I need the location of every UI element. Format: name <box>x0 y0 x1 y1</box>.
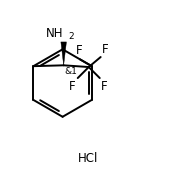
Text: &1: &1 <box>65 67 77 76</box>
Text: F: F <box>101 80 107 93</box>
Text: F: F <box>69 80 76 93</box>
Text: 2: 2 <box>68 32 74 41</box>
Text: NH: NH <box>46 27 64 40</box>
Polygon shape <box>61 42 66 65</box>
Text: HCl: HCl <box>78 152 99 165</box>
Text: F: F <box>102 43 108 56</box>
Text: F: F <box>76 44 82 57</box>
